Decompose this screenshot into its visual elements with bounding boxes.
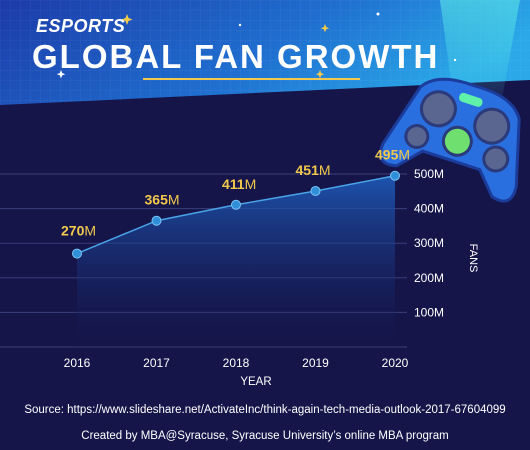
x-tick-label: 2019 [302,356,329,370]
title-underline [143,78,360,80]
value-label: 270M [61,223,96,239]
y-tick-label: 500M [414,167,444,181]
value-label: 365M [145,192,180,208]
value-label: 451M [296,162,331,178]
x-tick-label: 2018 [223,356,250,370]
data-point [72,248,82,259]
eyebrow-title: ESPORTS [36,16,126,36]
source-text: Source: https://www.slideshare.net/Activ… [24,404,506,416]
y-tick-label: 300M [414,236,444,250]
data-point [310,185,321,196]
credit-text: Created by MBA@Syracuse, Syracuse Univer… [81,430,449,442]
area-fill [77,175,395,347]
data-point [231,199,241,210]
y-tick-label: 400M [414,202,444,216]
area-chart: 270M 365M 411M 451M 495M 100M 200M 300M 400M 500… [0,147,479,388]
data-point [390,170,400,181]
sparkles [121,14,330,79]
gamepad-icon [379,77,521,203]
y-tick-label: 200M [414,271,444,285]
page-title: GLOBAL FAN GROWTH [32,38,440,75]
value-label: 495M [375,147,410,163]
x-axis-label: YEAR [240,376,271,388]
value-label: 411M [222,176,256,192]
y-axis-label: FANS [467,244,479,273]
x-tick-label: 2017 [143,356,170,370]
data-point [151,215,162,226]
x-tick-label: 2016 [64,356,91,370]
y-tick-label: 100M [414,305,444,319]
x-tick-label: 2020 [382,356,409,370]
